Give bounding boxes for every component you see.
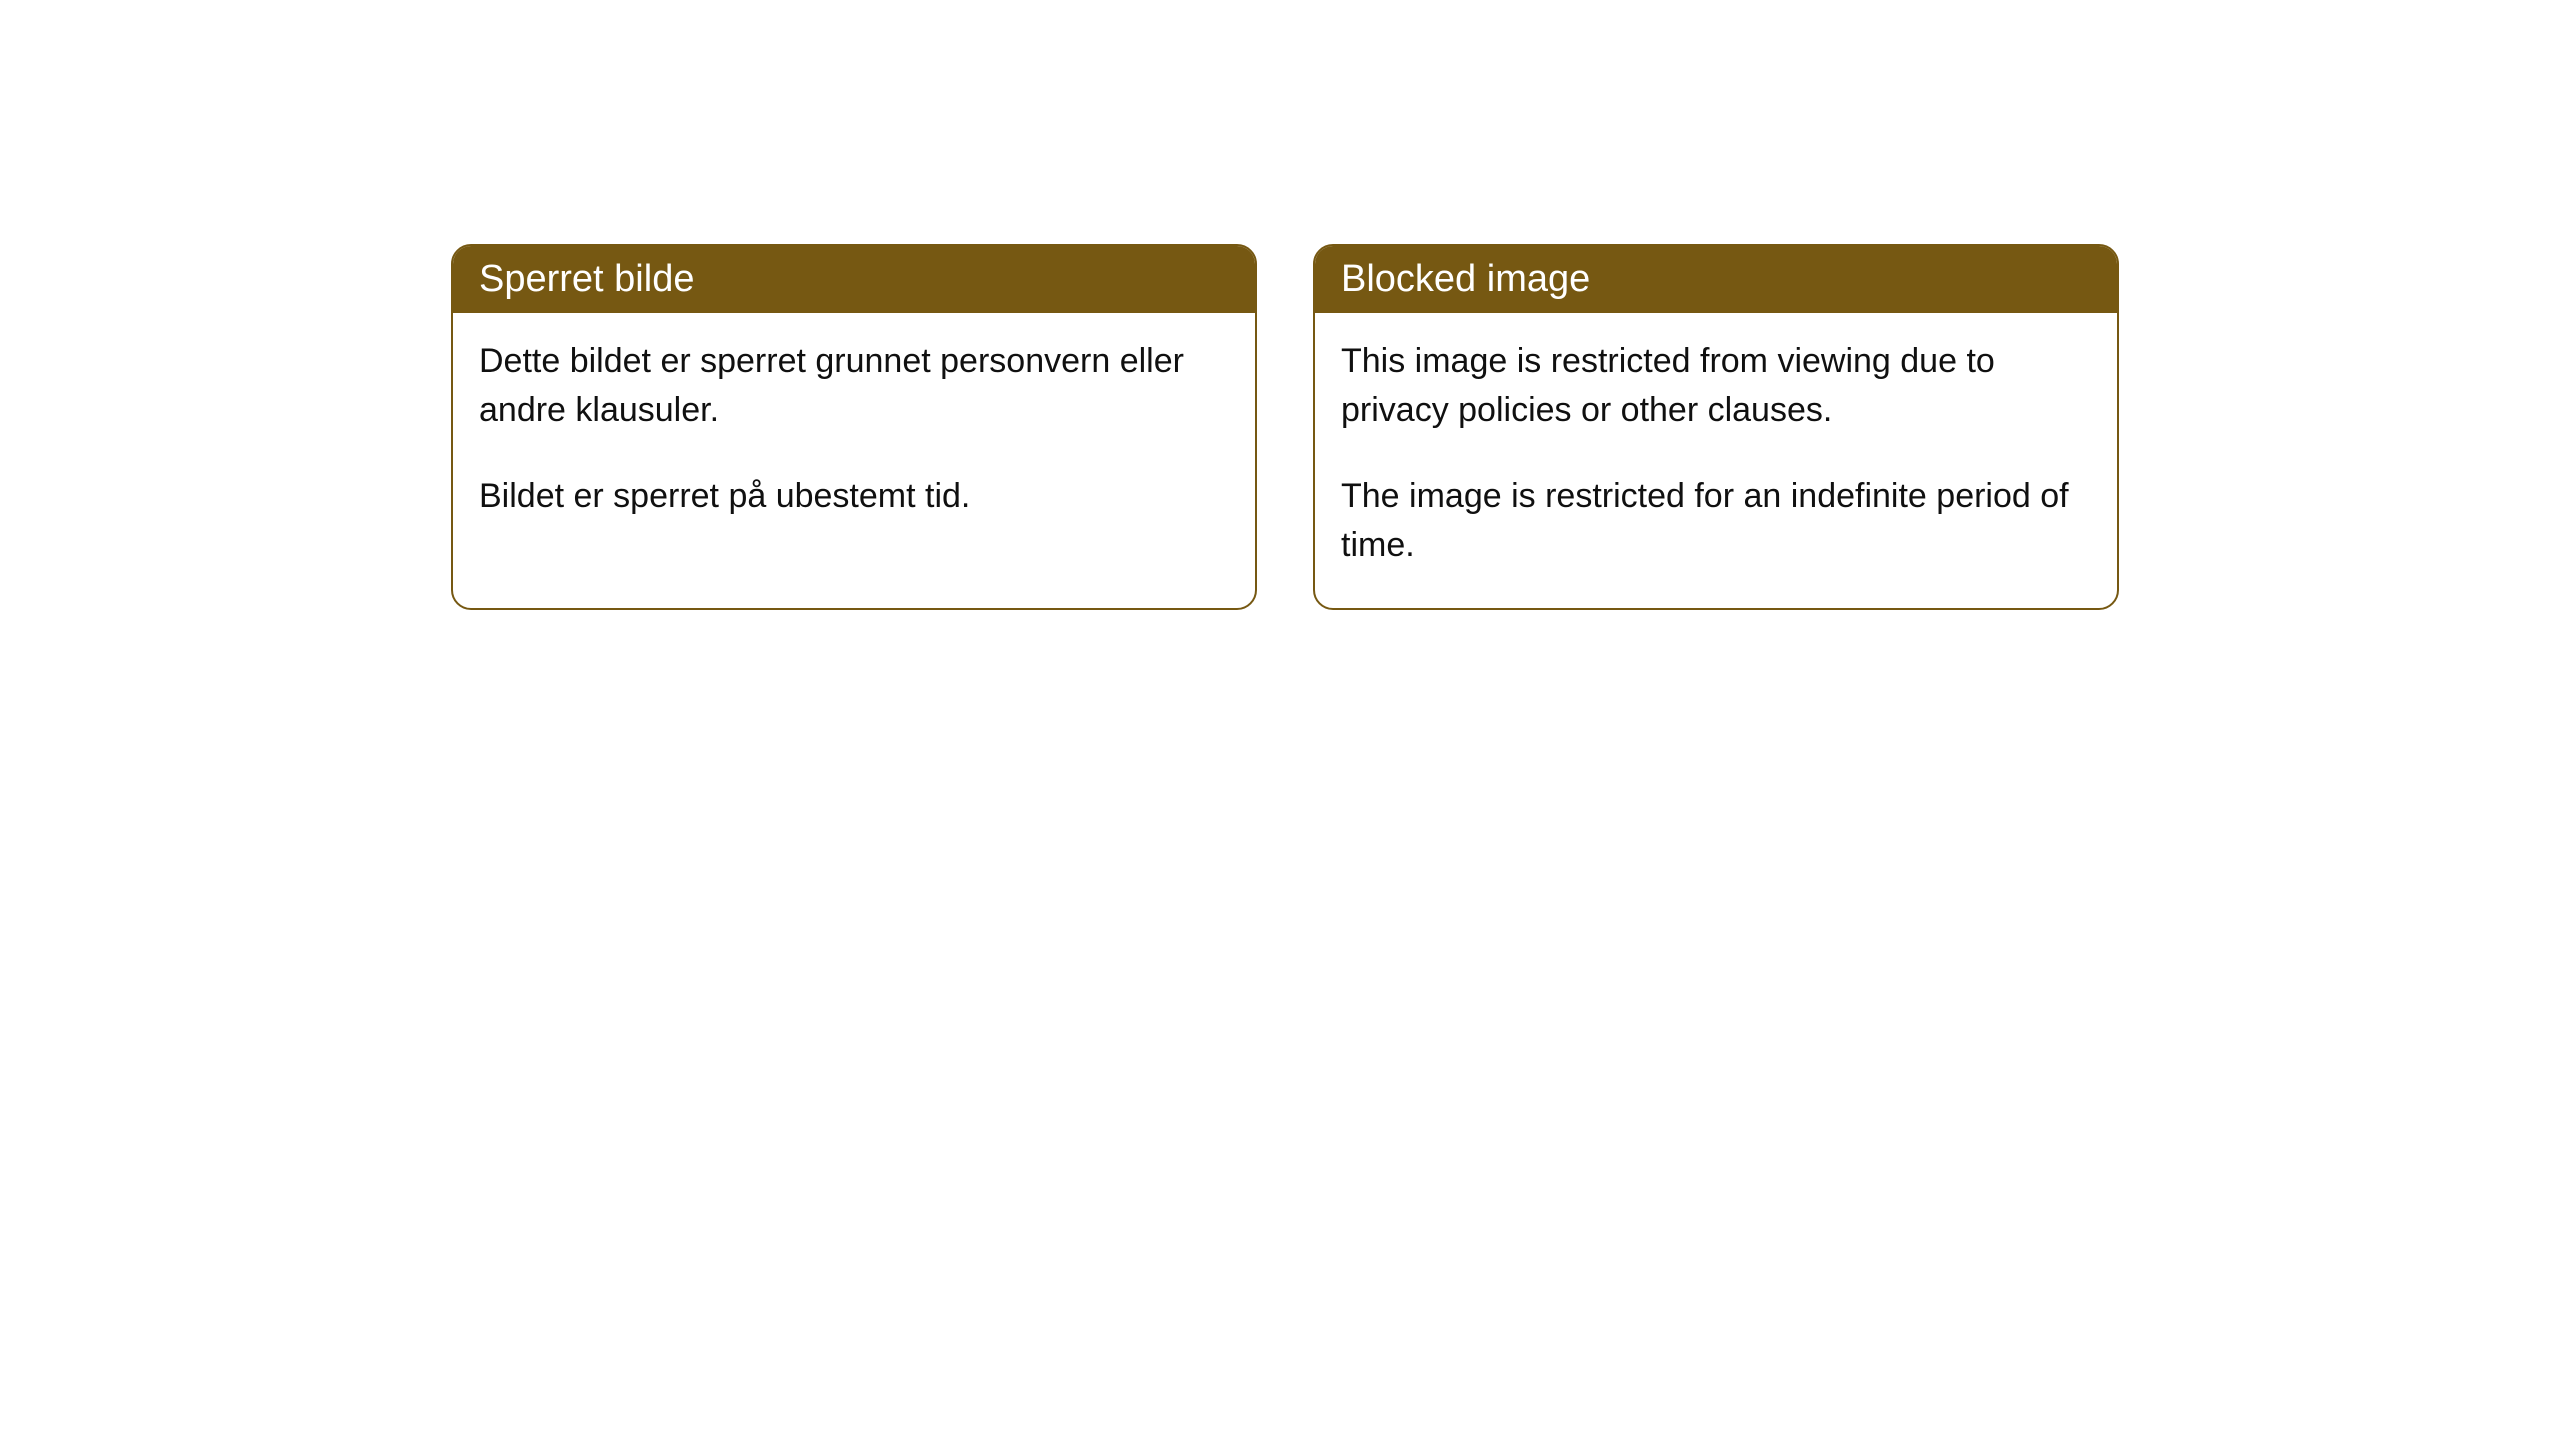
card-paragraph: This image is restricted from viewing du… — [1341, 337, 2091, 436]
card-title: Sperret bilde — [479, 258, 694, 300]
blocked-image-card-english: Blocked image This image is restricted f… — [1313, 244, 2119, 610]
card-paragraph: Dette bildet er sperret grunnet personve… — [479, 337, 1229, 436]
card-paragraph: Bildet er sperret på ubestemt tid. — [479, 472, 1229, 521]
card-title: Blocked image — [1341, 258, 1590, 300]
card-paragraph: The image is restricted for an indefinit… — [1341, 472, 2091, 571]
card-header: Sperret bilde — [453, 246, 1255, 313]
blocked-image-card-norwegian: Sperret bilde Dette bildet er sperret gr… — [451, 244, 1257, 610]
card-header: Blocked image — [1315, 246, 2117, 313]
cards-container: Sperret bilde Dette bildet er sperret gr… — [0, 0, 2560, 610]
card-body: This image is restricted from viewing du… — [1315, 313, 2117, 608]
card-body: Dette bildet er sperret grunnet personve… — [453, 313, 1255, 559]
